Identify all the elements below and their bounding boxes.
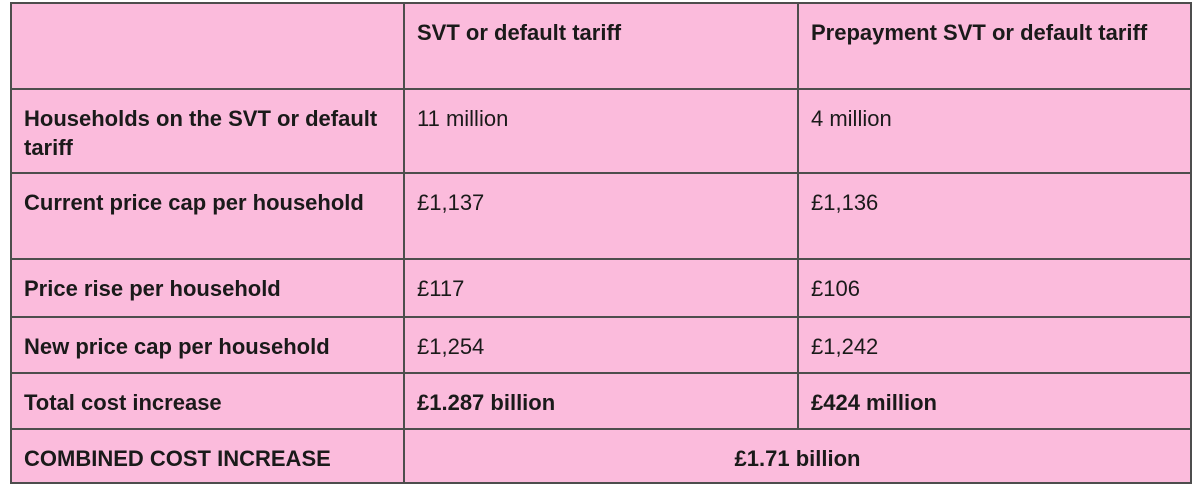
cell-value: £1,136: [797, 172, 1192, 260]
cost-table: SVT or default tariff Prepayment SVT or …: [10, 2, 1192, 484]
table-row: Total cost increase £1.287 billion £424 mi…: [10, 372, 1192, 430]
cell-value: £1,242: [797, 316, 1192, 374]
table-row: Households on the SVT or default tariff 1…: [10, 88, 1192, 174]
table-row: Current price cap per household £1,137 £1,…: [10, 172, 1192, 260]
cell-value: £1.287 billion: [403, 372, 799, 430]
header-row: SVT or default tariff Prepayment SVT or …: [10, 2, 1192, 90]
combined-row: COMBINED COST INCREASE £1.71 billion: [10, 428, 1192, 484]
row-label: Price rise per household: [10, 258, 405, 318]
row-label: COMBINED COST INCREASE: [10, 428, 405, 484]
row-label: New price cap per household: [10, 316, 405, 374]
cell-value: £1,254: [403, 316, 799, 374]
corner-cell: [10, 2, 405, 90]
cell-value: £1,137: [403, 172, 799, 260]
cell-value: £424 million: [797, 372, 1192, 430]
column-header: Prepayment SVT or default tariff: [797, 2, 1192, 90]
row-label: Current price cap per household: [10, 172, 405, 260]
table-row: Price rise per household £117 £106: [10, 258, 1192, 318]
cell-value: 4 million: [797, 88, 1192, 174]
column-header: SVT or default tariff: [403, 2, 799, 90]
table-row: New price cap per household £1,254 £1,242: [10, 316, 1192, 374]
row-label: Households on the SVT or default tariff: [10, 88, 405, 174]
row-label: Total cost increase: [10, 372, 405, 430]
cell-value: 11 million: [403, 88, 799, 174]
cell-value: £117: [403, 258, 799, 318]
cell-value: £106: [797, 258, 1192, 318]
combined-value: £1.71 billion: [403, 428, 1192, 484]
